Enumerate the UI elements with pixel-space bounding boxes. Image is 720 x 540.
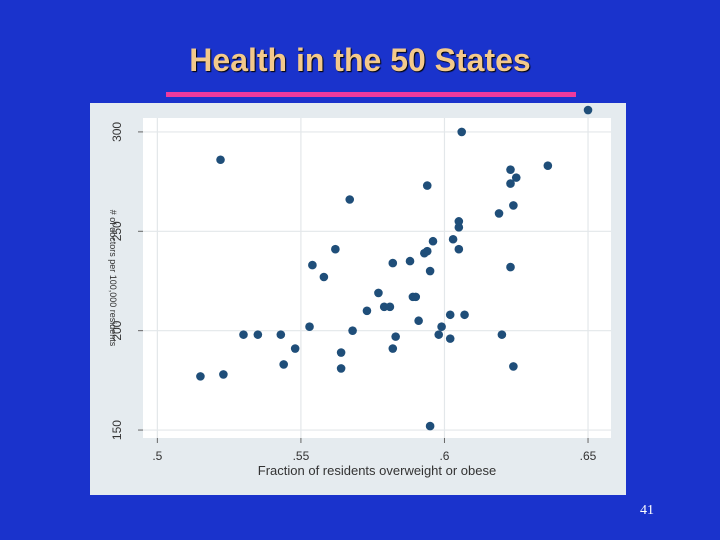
data-point — [494, 209, 504, 218]
data-point — [506, 262, 515, 272]
data-point — [434, 330, 444, 339]
data-point — [422, 181, 432, 190]
y-axis-label: # of doctors per 100,000 residents — [108, 210, 118, 347]
data-point — [276, 330, 286, 339]
slide-title: Health in the 50 States — [189, 42, 531, 78]
scatter-plot-panel: 150 200 250 300 .5 .55 .6 .65 Fraction of resi… — [90, 103, 626, 495]
data-point — [437, 322, 446, 331]
data-point — [414, 316, 423, 326]
data-point — [239, 330, 248, 339]
slide-number: 41 — [640, 503, 654, 518]
title-underline — [166, 92, 576, 97]
data-point — [388, 344, 398, 353]
data-point — [454, 223, 464, 232]
data-point — [391, 332, 400, 341]
plot-area — [143, 118, 611, 438]
y-tick-label: 300 — [110, 122, 124, 142]
data-point — [345, 195, 355, 204]
data-point — [336, 348, 346, 357]
data-point — [308, 260, 317, 270]
data-point — [454, 244, 464, 254]
data-point — [411, 292, 421, 302]
data-point — [448, 234, 458, 244]
data-point — [509, 201, 518, 210]
data-point — [319, 272, 329, 282]
data-point — [253, 330, 263, 339]
data-point — [425, 421, 435, 431]
data-point — [509, 362, 518, 371]
data-point — [445, 334, 455, 343]
x-tick-label: .5 — [152, 449, 162, 463]
data-point — [543, 161, 553, 171]
data-point — [425, 266, 435, 276]
data-point — [457, 127, 466, 137]
data-point — [196, 372, 205, 381]
x-axis-label: Fraction of residents overweight or obes… — [258, 463, 496, 478]
data-point — [290, 344, 300, 353]
data-point — [348, 326, 357, 335]
scatter-plot: 150 200 250 300 .5 .55 .6 .65 Fraction of resi… — [108, 105, 611, 478]
data-point — [454, 217, 464, 226]
data-point — [305, 322, 314, 331]
y-tick-label: 150 — [110, 420, 124, 440]
y-tick-label: 250 — [110, 221, 124, 241]
data-point — [583, 105, 593, 115]
data-point — [336, 364, 346, 373]
data-point — [497, 330, 507, 339]
x-tick-label: .6 — [439, 449, 449, 463]
data-point — [506, 179, 515, 188]
x-tick-label: .65 — [580, 449, 597, 463]
data-point — [422, 246, 432, 256]
data-point — [279, 360, 288, 369]
y-tick-label: 200 — [110, 320, 124, 340]
data-point — [506, 165, 515, 174]
data-point — [460, 310, 469, 320]
data-point — [362, 306, 372, 316]
data-point — [374, 288, 383, 298]
data-point — [216, 155, 225, 165]
data-point — [511, 173, 521, 182]
data-point — [405, 256, 415, 266]
x-tick-label: .55 — [293, 449, 310, 463]
data-point — [388, 258, 398, 268]
data-point — [385, 302, 395, 312]
data-point — [219, 370, 228, 379]
data-point — [331, 244, 340, 254]
data-point — [445, 310, 455, 320]
data-point — [428, 236, 438, 246]
